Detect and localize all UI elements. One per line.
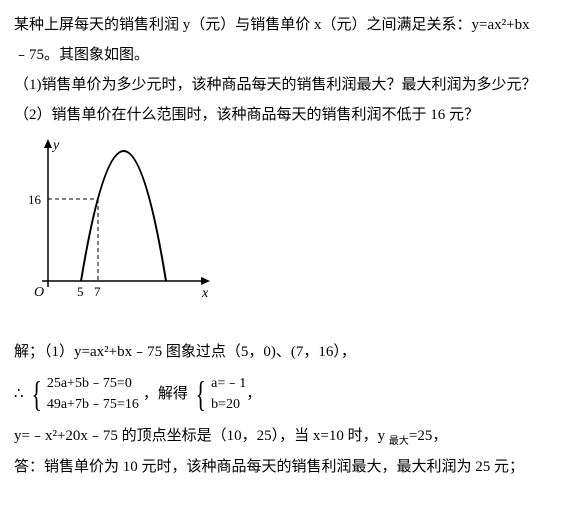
equations-left: 25a+5b﹣75=0 49a+7b﹣75=16 [47, 373, 139, 415]
brace-left-2: { [195, 376, 205, 412]
solution-line-3: y=﹣x²+20x﹣75 的顶点坐标是（10，25），当 x=10 时，y 最大… [14, 421, 559, 452]
question-1: （1)销售单价为多少元时，该种商品每天的销售利润最大？最大利润为多少元？ [14, 70, 559, 100]
line3-subscript: 最大 [389, 436, 409, 447]
line3-pre: y=﹣x²+20x﹣75 的顶点坐标是（10，25），当 x=10 时，y [14, 428, 389, 444]
chart-svg: y x O 16 57 [26, 136, 216, 306]
svg-text:y: y [51, 138, 60, 153]
svg-text:x: x [201, 286, 209, 301]
trailing-comma: ， [246, 379, 261, 409]
solution-block: 解；（1）y=ax²+bx﹣75 图象过点（5，0)、(7，16）， ∴ { 2… [14, 337, 559, 482]
svg-text:O: O [34, 285, 44, 300]
intro-line-1: 某种上屏每天的销售利润 y（元）与销售单价 x（元）之间满足关系：y=ax²+b… [14, 10, 559, 40]
solution-line-1: 解；（1）y=ax²+bx﹣75 图象过点（5，0)、(7，16）， [14, 337, 559, 367]
parabola-chart: y x O 16 57 [26, 136, 559, 317]
eq1-top: 25a+5b﹣75=0 [47, 373, 139, 394]
svg-text:5: 5 [77, 284, 84, 299]
line3-post: =25， [409, 428, 447, 444]
eq1-bot: 49a+7b﹣75=16 [47, 394, 139, 415]
eq2-top: a=﹣1 [211, 373, 246, 394]
svg-text:16: 16 [28, 192, 42, 207]
solution-answer: 答：销售单价为 10 元时，该种商品每天的销售利润最大，最大利润为 25 元； [14, 452, 559, 482]
equation-system: ∴ { 25a+5b﹣75=0 49a+7b﹣75=16 ，解得 { a=﹣1 … [14, 373, 559, 415]
question-2: （2）销售单价在什么范围时，该种商品每天的销售利润不低于 16 元？ [14, 100, 559, 130]
eq2-bot: b=20 [211, 394, 246, 415]
brace-left-1: { [31, 376, 41, 412]
problem-statement: 某种上屏每天的销售利润 y（元）与销售单价 x（元）之间满足关系：y=ax²+b… [14, 10, 559, 130]
equations-right: a=﹣1 b=20 [211, 373, 246, 415]
solve-text: ，解得 [143, 379, 188, 409]
intro-line-2: ﹣75。其图象如图。 [14, 40, 559, 70]
svg-text:7: 7 [94, 284, 101, 299]
therefore-symbol: ∴ [14, 379, 24, 409]
